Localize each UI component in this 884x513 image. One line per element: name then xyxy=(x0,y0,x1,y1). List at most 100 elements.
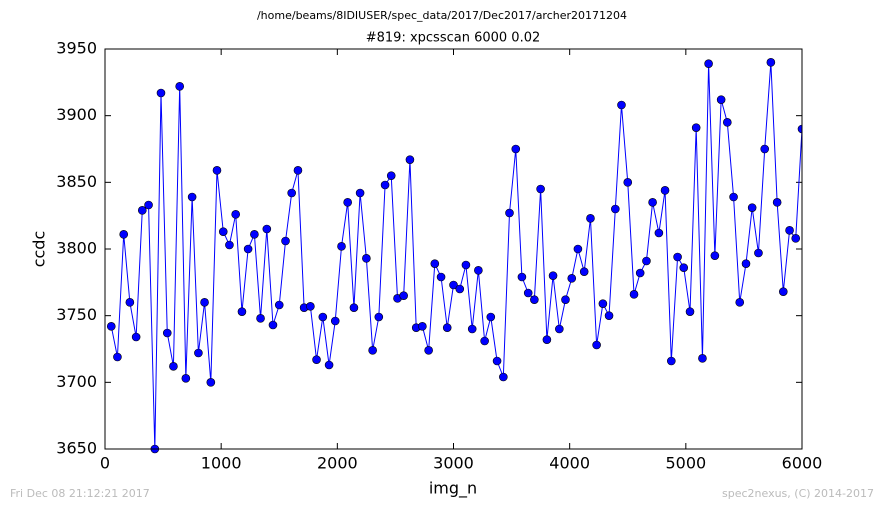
data-point xyxy=(511,144,521,154)
data-point xyxy=(660,186,670,195)
data-point xyxy=(349,303,359,312)
data-point xyxy=(499,372,508,382)
data-point xyxy=(374,312,384,322)
data-point xyxy=(642,256,651,266)
data-point xyxy=(187,192,197,202)
data-point xyxy=(523,288,533,298)
data-point xyxy=(530,295,539,304)
data-point xyxy=(691,123,701,132)
x-tick-label: 6000 xyxy=(782,454,823,473)
chart-title: #819: xpcsscan 6000 0.02 xyxy=(366,31,541,46)
data-point xyxy=(324,360,334,370)
data-point xyxy=(119,230,129,239)
x-tick-label: 3000 xyxy=(433,454,474,473)
data-point xyxy=(355,188,365,198)
data-point xyxy=(368,346,377,355)
plot-frame xyxy=(104,48,803,450)
data-point xyxy=(268,320,278,330)
data-point xyxy=(617,100,626,110)
x-tick-label: 2000 xyxy=(317,454,358,473)
data-point xyxy=(399,291,408,300)
data-point xyxy=(480,336,489,346)
data-point xyxy=(218,227,228,236)
x-tick-label: 5000 xyxy=(665,454,706,473)
y-tick-label: 3700 xyxy=(56,372,97,391)
data-point xyxy=(797,124,802,134)
data-point xyxy=(418,322,427,331)
data-point xyxy=(206,378,216,387)
suptitle: /home/beams/8IDIUSER/spec_data/2017/Dec2… xyxy=(257,9,627,22)
data-point xyxy=(212,166,222,175)
data-point xyxy=(579,267,589,276)
data-point xyxy=(667,356,676,366)
data-point xyxy=(766,58,776,67)
data-point xyxy=(735,298,745,307)
data-point xyxy=(698,354,707,363)
data-point xyxy=(436,272,446,282)
data-point xyxy=(442,323,452,332)
data-point xyxy=(555,324,564,334)
data-point xyxy=(542,335,552,344)
y-tick-label: 3800 xyxy=(56,239,97,258)
data-point xyxy=(181,374,191,383)
data-point xyxy=(573,244,583,254)
data-point xyxy=(343,198,352,207)
data-point xyxy=(362,254,371,263)
data-point xyxy=(629,290,639,299)
data-point xyxy=(747,203,757,212)
data-point xyxy=(648,198,657,207)
x-tick-label: 1000 xyxy=(201,454,242,473)
data-point xyxy=(704,59,713,68)
data-point xyxy=(741,259,751,268)
x-tick-label: 0 xyxy=(100,454,110,473)
data-point xyxy=(225,240,234,250)
data-point xyxy=(536,184,545,194)
data-point xyxy=(405,155,415,164)
data-point xyxy=(318,312,328,322)
y-tick-label: 3650 xyxy=(56,439,97,458)
data-point xyxy=(243,244,253,254)
data-point xyxy=(430,259,440,268)
data-point xyxy=(778,287,788,296)
data-point xyxy=(785,226,794,235)
data-point xyxy=(287,188,296,198)
data-point xyxy=(611,204,620,214)
data-point xyxy=(200,298,209,307)
data-point xyxy=(231,210,240,219)
data-point xyxy=(548,271,558,280)
data-point xyxy=(293,166,303,175)
data-point xyxy=(679,263,689,272)
data-point xyxy=(156,88,166,98)
data-point xyxy=(306,302,315,311)
data-point xyxy=(337,242,346,251)
data-point xyxy=(598,299,608,308)
data-point xyxy=(791,234,801,243)
data-point xyxy=(330,316,340,326)
data-point xyxy=(723,118,732,127)
data-point xyxy=(561,295,570,304)
data-point xyxy=(449,280,458,290)
data-point xyxy=(237,307,247,316)
data-point xyxy=(567,274,577,283)
data-point xyxy=(125,298,135,307)
data-point xyxy=(106,322,116,331)
data-point xyxy=(312,355,321,364)
data-point xyxy=(635,268,645,278)
data-point xyxy=(716,95,726,104)
y-tick-label: 3750 xyxy=(56,305,97,324)
x-axis-label: img_n xyxy=(429,479,477,499)
data-point xyxy=(505,208,514,218)
data-point xyxy=(194,348,203,358)
data-point xyxy=(386,171,396,180)
data-point xyxy=(492,356,502,366)
data-point xyxy=(250,230,259,239)
data-point xyxy=(175,82,184,91)
data-point xyxy=(281,236,290,246)
data-point xyxy=(772,198,782,207)
data-point xyxy=(380,180,390,190)
data-point xyxy=(623,178,633,187)
footer-left: Fri Dec 08 21:12:21 2017 xyxy=(10,487,150,500)
data-point xyxy=(113,352,122,362)
data-point xyxy=(131,332,141,342)
